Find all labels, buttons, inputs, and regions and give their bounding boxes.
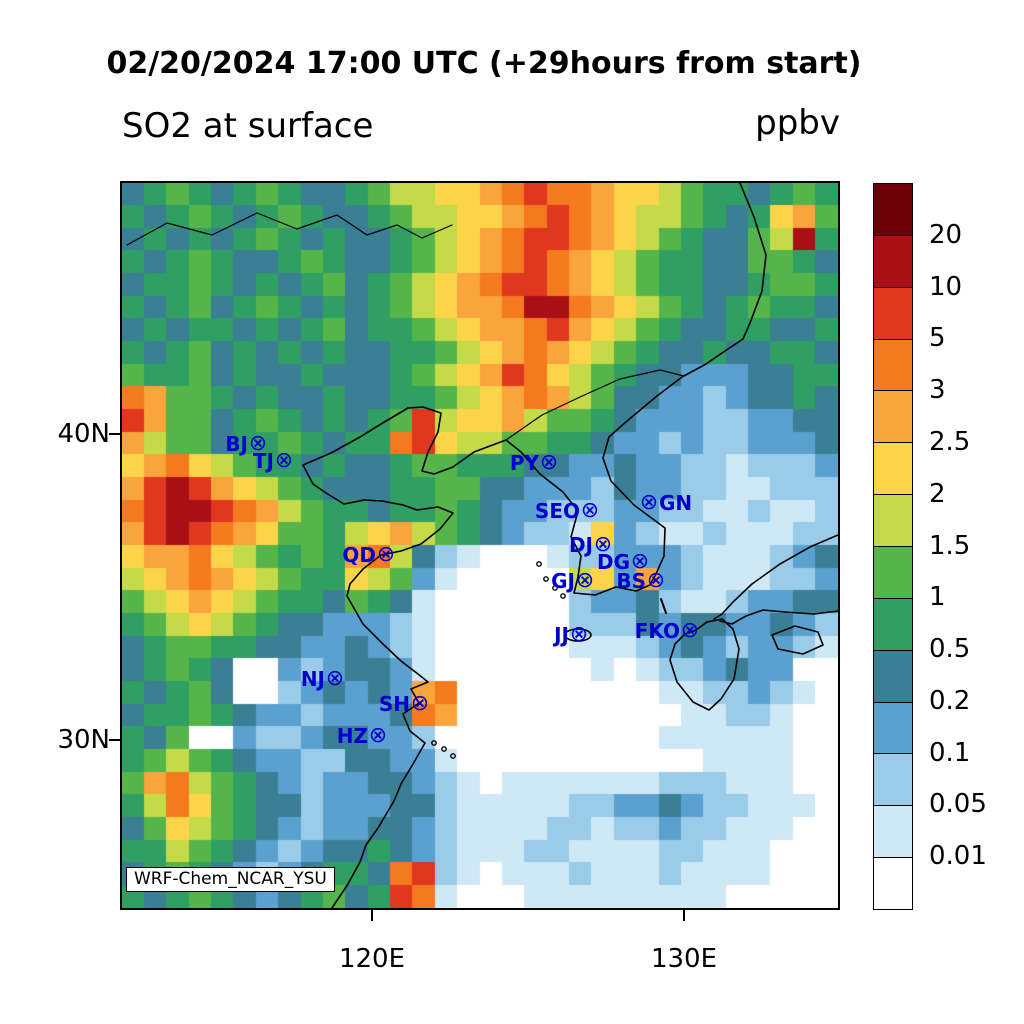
x-axis-tick-120e — [371, 908, 373, 921]
x-axis-tick-130e — [683, 908, 685, 921]
colorbar-tick-label: 10 — [929, 271, 963, 302]
station-circled-cross-icon: ⊗ — [639, 490, 659, 515]
so2-heatmap-canvas — [122, 183, 838, 908]
station-label: PY — [509, 451, 539, 475]
river-amur — [126, 212, 453, 246]
station-circled-cross-icon: ⊗ — [569, 622, 589, 647]
station-label: HZ — [336, 724, 368, 748]
map-panel: ⊗ BJ ⊗ TJ ⊗ PY ⊗ GN ⊗ SEO ⊗ DJ ⊗ QD ⊗ DG ⊗ GJ ⊗ BS ⊗ JJ ⊗ FKO ⊗ N… — [122, 183, 838, 908]
station-circled-cross-icon: ⊗ — [630, 549, 650, 574]
colorbar-segment — [874, 597, 912, 650]
colorbar-tick-label: 3 — [929, 375, 946, 406]
station-label: SEO — [534, 499, 580, 523]
colorbar-segment — [874, 805, 912, 858]
model-label-box: WRF-Chem_NCAR_YSU — [126, 867, 335, 892]
coastline-kyushu — [669, 618, 740, 711]
station-label: QD — [342, 543, 376, 567]
colorbar-segment — [874, 184, 912, 235]
variable-label: SO2 at surface — [122, 106, 374, 146]
colorbar-segment — [874, 390, 912, 443]
station-circled-cross-icon: ⊗ — [575, 568, 595, 593]
colorbar-segment — [874, 701, 912, 754]
y-axis-label-40n: 40N — [57, 419, 110, 449]
colorbar-tick-label: 0.01 — [929, 841, 987, 872]
coastline-honshu-south — [719, 609, 838, 625]
station-label: TJ — [252, 449, 274, 473]
colorbar-segment — [874, 753, 912, 806]
station-circled-cross-icon: ⊗ — [646, 568, 666, 593]
station-circled-cross-icon: ⊗ — [539, 450, 559, 475]
colorbar-tick-label: 5 — [929, 323, 946, 354]
colorbar-segment — [874, 442, 912, 495]
coastline-shikoku — [771, 625, 824, 655]
station-label: JJ — [554, 623, 569, 647]
y-axis-label-30n: 30N — [57, 725, 110, 755]
colorbar-segment — [874, 234, 912, 287]
station-label: FKO — [634, 619, 680, 643]
y-axis-tick-40n — [109, 433, 122, 435]
colorbar-tick-label: 20 — [929, 219, 963, 250]
colorbar-tick-label: 2 — [929, 478, 946, 509]
colorbar-tick-label: 1.5 — [929, 530, 971, 561]
station-label: BJ — [225, 432, 248, 456]
map-frame — [120, 181, 840, 910]
coastline-tsushima — [660, 598, 667, 614]
small-islands — [431, 561, 566, 759]
colorbar-tick-label: 0.1 — [929, 737, 971, 768]
station-label: DG — [596, 550, 630, 574]
station-circled-cross-icon: ⊗ — [680, 618, 700, 643]
station-circled-cross-icon: ⊗ — [593, 532, 613, 557]
x-axis-label-120e: 120E — [338, 944, 406, 974]
coastline-overlay — [126, 183, 838, 908]
station-label: GJ — [551, 569, 575, 593]
station-label: SH — [378, 692, 410, 716]
coastline-honshu-north — [713, 534, 838, 620]
y-axis-tick-30n — [109, 739, 122, 741]
colorbar — [873, 183, 913, 910]
station-label: BS — [616, 569, 646, 593]
station-circled-cross-icon: ⊗ — [248, 431, 268, 456]
station-circled-cross-icon: ⊗ — [376, 542, 396, 567]
units-label: ppbv — [755, 103, 840, 143]
x-axis-label-130e: 130E — [650, 944, 718, 974]
main-title: 02/20/2024 17:00 UTC (+29hours from star… — [106, 46, 862, 81]
coastline-jeju — [564, 628, 592, 642]
colorbar-segment — [874, 338, 912, 391]
colorbar-segment — [874, 649, 912, 702]
colorbar-segment — [874, 546, 912, 598]
station-circled-cross-icon: ⊗ — [410, 691, 430, 716]
coastline-mainland — [302, 183, 767, 908]
colorbar-tick-label: 0.2 — [929, 685, 971, 716]
station-circled-cross-icon: ⊗ — [580, 498, 600, 523]
station-label: DJ — [568, 533, 593, 557]
colorbar-tick-label: 1 — [929, 582, 946, 613]
colorbar-segment — [874, 494, 912, 547]
colorbar-segment — [874, 857, 912, 910]
station-circled-cross-icon: ⊗ — [368, 723, 388, 748]
colorbar-tick-label: 0.5 — [929, 634, 971, 665]
station-label: GN — [659, 491, 693, 515]
colorbar-tick-label: 0.05 — [929, 789, 987, 820]
colorbar-tick-label: 2.5 — [929, 426, 971, 457]
station-label: NJ — [300, 667, 325, 691]
station-circled-cross-icon: ⊗ — [274, 448, 294, 473]
colorbar-segment — [874, 286, 912, 339]
station-circled-cross-icon: ⊗ — [325, 666, 345, 691]
station-layer: ⊗ BJ ⊗ TJ ⊗ PY ⊗ GN ⊗ SEO ⊗ DJ ⊗ QD ⊗ DG ⊗ GJ ⊗ BS ⊗ JJ ⊗ FKO ⊗ N… — [122, 183, 838, 908]
coastline-border-river — [505, 369, 685, 441]
